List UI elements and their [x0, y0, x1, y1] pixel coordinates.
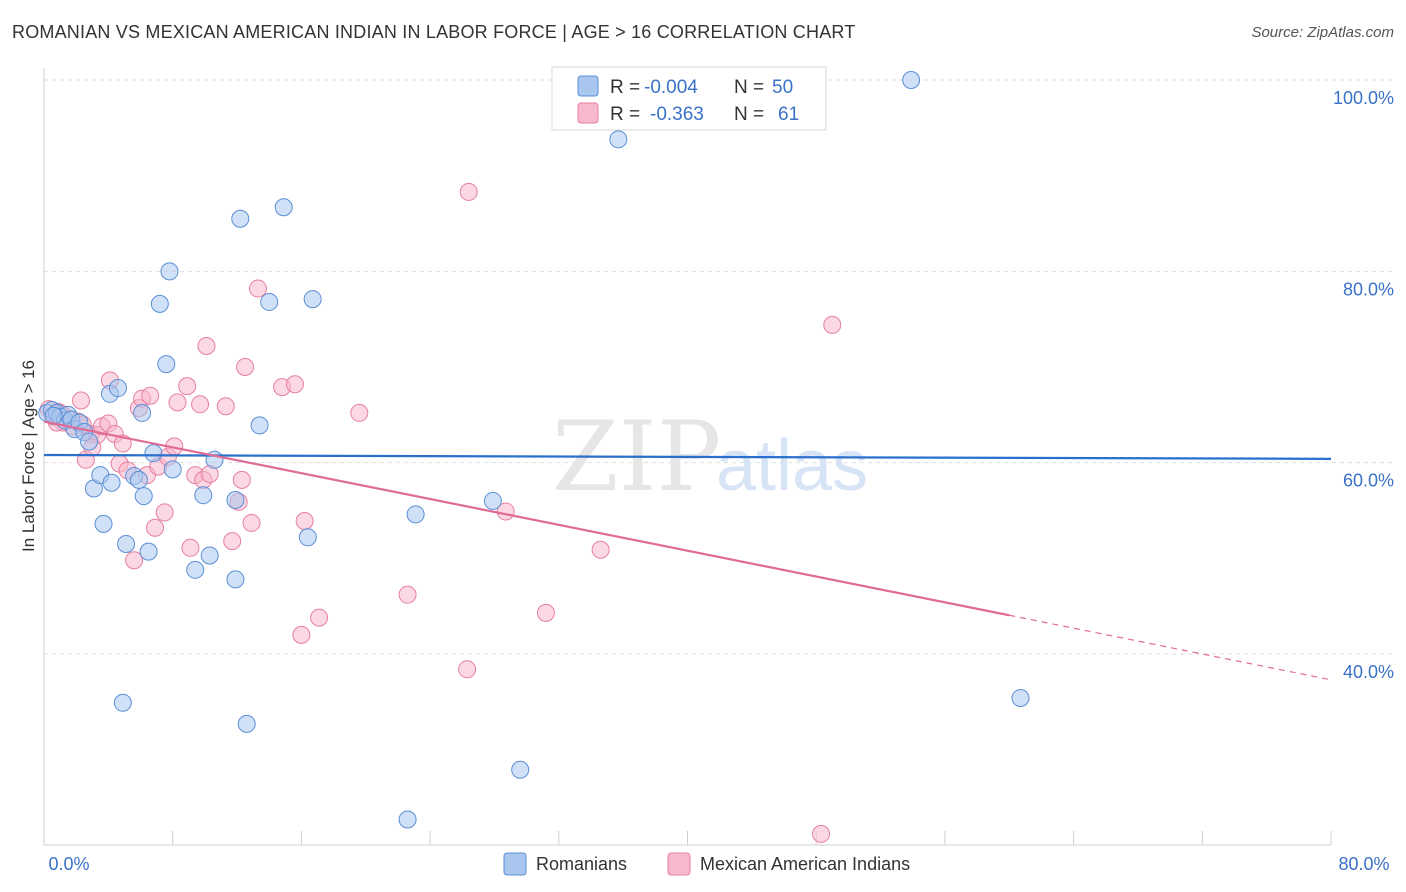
mexican-n-value: 61 [778, 104, 799, 125]
romanians-point-28 [186, 560, 205, 579]
romanians-point-33 [226, 570, 245, 589]
romanians-point-32 [226, 490, 245, 509]
mexican-point-46 [295, 512, 314, 531]
mexican-r-label: R = [610, 104, 640, 125]
x-tick-label-max: 80.0% [1338, 854, 1389, 874]
mexican-point-48 [350, 403, 369, 422]
x-axis-ticks [43, 831, 1332, 845]
romanians-point-43 [483, 491, 502, 510]
mexican-point-55 [823, 315, 842, 334]
mexican-point-39 [232, 470, 251, 489]
romanians-point-20 [133, 403, 152, 422]
romanians-point-24 [150, 294, 169, 313]
romanians-point-27 [163, 460, 182, 479]
romanians-point-34 [231, 209, 250, 228]
mexican-point-32 [191, 395, 210, 414]
source-label: Source: ZipAtlas.com [1251, 24, 1394, 41]
legend-romanians-label: Romanians [536, 854, 627, 874]
romanians-point-40 [298, 528, 317, 547]
romanians-point-14 [102, 473, 121, 492]
mexican-point-44 [285, 375, 304, 394]
mexican-r-value: -0.363 [650, 104, 704, 125]
mexican-point-56 [812, 824, 831, 843]
mexican-point-28 [168, 393, 187, 412]
mexican-point-30 [181, 538, 200, 557]
mexican-n-label: N = [734, 104, 764, 125]
romanians-point-26 [160, 262, 179, 281]
legend-mexican-label: Mexican American Indians [700, 854, 910, 874]
mexican-point-51 [459, 182, 478, 201]
mexican-point-41 [242, 513, 261, 532]
romanians-r-label: R = [610, 77, 640, 98]
romanians-point-10 [80, 432, 99, 451]
romanians-point-21 [134, 487, 153, 506]
y-tick-label-80: 80.0% [1343, 279, 1394, 299]
romanians-point-48 [113, 693, 132, 712]
stats-legend: R = -0.004 N = 50 R = -0.363 N = 61 [551, 66, 827, 131]
mexican-point-25 [155, 503, 174, 522]
romanians-point-38 [274, 198, 293, 217]
romanians-point-44 [511, 760, 530, 779]
mexican-point-7 [72, 391, 91, 410]
mexican-point-23 [146, 518, 165, 537]
mexican-point-50 [458, 660, 477, 679]
mexican-point-42 [248, 279, 267, 298]
romanians-r-value: -0.004 [644, 77, 698, 98]
romanians-point-16 [109, 379, 128, 398]
romanians-point-39 [303, 290, 322, 309]
romanians-point-23 [144, 444, 163, 463]
romanians-point-45 [609, 130, 628, 149]
trend-lines [43, 420, 1332, 681]
y-tick-label-40: 40.0% [1343, 662, 1394, 682]
romanians-point-29 [194, 486, 213, 505]
x-tick-label-min: 0.0% [48, 854, 89, 874]
chart-title: ROMANIAN VS MEXICAN AMERICAN INDIAN IN L… [12, 22, 856, 42]
legend-mexican-swatch [667, 852, 691, 876]
y-tick-label-60: 60.0% [1343, 471, 1394, 491]
romanians-point-19 [129, 470, 148, 489]
mexican-trend-line [43, 420, 1010, 617]
mexican-point-37 [223, 532, 242, 551]
romanians-point-22 [139, 542, 158, 561]
romanians-point-25 [157, 355, 176, 374]
legend-romanians-swatch [503, 852, 527, 876]
y-axis-label: In Labor Force | Age > 16 [19, 360, 38, 552]
romanians-n-value: 50 [772, 77, 793, 98]
y-axis-tick-labels: 40.0% 60.0% 80.0% 100.0% [1333, 88, 1394, 682]
mexican-point-54 [591, 540, 610, 559]
romanians-point-46 [902, 71, 921, 89]
romanians-point-41 [398, 810, 417, 829]
romanians-point-35 [237, 714, 256, 733]
series-legend: Romanians Mexican American Indians [503, 852, 910, 876]
romanians-n-label: N = [734, 77, 764, 98]
romanians-point-42 [406, 505, 425, 524]
mexican-point-22 [141, 386, 160, 405]
romanians-point-17 [117, 534, 136, 553]
mexican-trend-line-extrapolated [1009, 614, 1332, 681]
mexican-point-40 [236, 358, 255, 376]
romanians-point-13 [94, 514, 113, 533]
y-tick-label-100: 100.0% [1333, 88, 1394, 108]
mexican-point-49 [398, 585, 417, 604]
mexican-point-53 [536, 603, 555, 622]
romanians-point-37 [260, 292, 279, 311]
mexican-point-36 [216, 397, 235, 416]
watermark-atlas: atlas [716, 426, 868, 506]
romanians-trend-line [43, 453, 1332, 460]
mexican-point-29 [178, 377, 197, 396]
romanians-swatch [577, 75, 599, 97]
mexican-point-18 [125, 551, 144, 570]
romanians-points [38, 71, 1030, 829]
mexican-swatch [577, 102, 599, 124]
mexican-point-34 [197, 336, 216, 355]
mexican-point-45 [292, 625, 311, 644]
mexican-point-47 [310, 608, 329, 627]
romanians-point-36 [250, 416, 269, 435]
romanians-point-47 [1011, 689, 1030, 708]
romanians-point-30 [200, 546, 219, 565]
